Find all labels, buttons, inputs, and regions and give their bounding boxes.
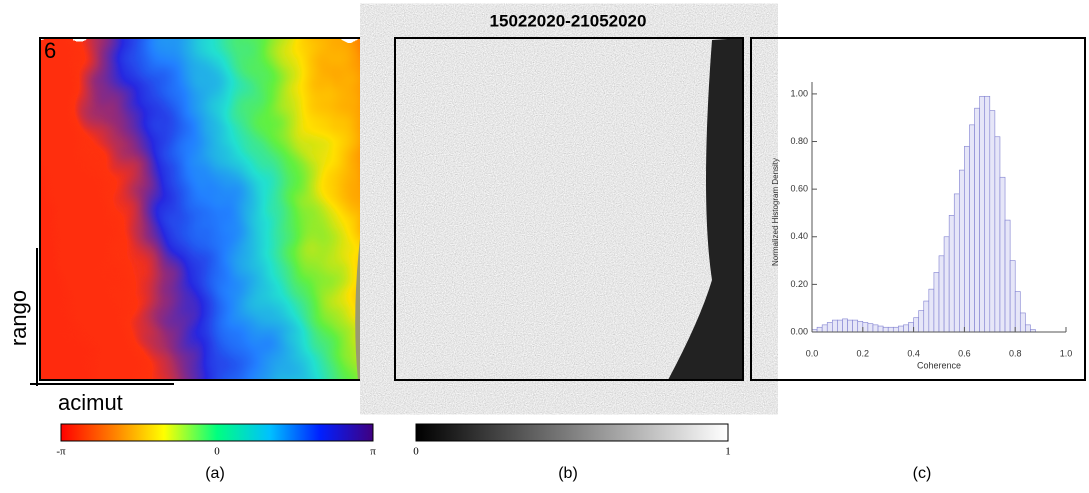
bar — [888, 327, 893, 332]
x-tick-label: 0.2 — [857, 348, 870, 358]
bar — [837, 320, 842, 332]
x-tick-label: 0.0 — [806, 348, 819, 358]
bar — [832, 320, 837, 332]
bar — [924, 301, 929, 332]
y-tick-label: 0.80 — [790, 136, 808, 146]
bar — [919, 311, 924, 332]
x-axis-label: Coherence — [917, 360, 961, 370]
bar — [954, 194, 959, 332]
x-tick-label: 0.8 — [1009, 348, 1022, 358]
bar — [848, 320, 853, 332]
y-tick-label: 0.00 — [790, 326, 808, 336]
colorbar-label: 0 — [413, 446, 419, 458]
bar — [985, 96, 990, 332]
bar — [980, 96, 985, 332]
bar — [853, 320, 858, 332]
bar — [959, 170, 964, 332]
bar — [873, 325, 878, 332]
phase-image — [0, 20, 450, 400]
bar — [990, 111, 995, 332]
y-tick-label: 1.00 — [790, 88, 808, 98]
figure-title: 15022020-21052020 — [490, 11, 647, 30]
bar — [929, 289, 934, 332]
colorbar-label: 0 — [214, 446, 220, 458]
bar — [893, 327, 898, 332]
colorbar-label: 1 — [725, 446, 731, 458]
bar — [1015, 292, 1020, 332]
bar — [909, 322, 914, 332]
phase-colorbar — [61, 424, 373, 441]
bar — [842, 319, 847, 332]
bar — [878, 326, 883, 332]
bar — [914, 318, 919, 332]
bar — [964, 146, 969, 332]
figure: 6 15022020-21052020 rango acimut -π 0 π … — [0, 0, 1089, 488]
bar — [934, 272, 939, 332]
bar — [939, 256, 944, 332]
azimuth-label: acimut — [58, 390, 123, 415]
bar — [975, 108, 980, 332]
x-tick-label: 0.6 — [958, 348, 971, 358]
bar — [868, 324, 873, 332]
bar — [903, 325, 908, 332]
bar — [1025, 325, 1030, 332]
panel-label: (c) — [913, 465, 932, 482]
bar — [863, 322, 868, 332]
bar — [944, 237, 949, 332]
y-tick-label: 0.60 — [790, 184, 808, 194]
bar — [1020, 313, 1025, 332]
x-tick-label: 1.0 — [1060, 348, 1073, 358]
panel-label: (a) — [205, 465, 225, 482]
bar — [949, 215, 954, 332]
bar — [1010, 261, 1015, 332]
bar — [822, 325, 827, 332]
bar — [1005, 220, 1010, 332]
bar — [827, 322, 832, 332]
bar — [1000, 177, 1005, 332]
colorbar-label: π — [370, 446, 376, 458]
bar — [883, 327, 888, 332]
bar — [969, 125, 974, 332]
panel-label: (b) — [558, 465, 578, 482]
y-tick-label: 0.20 — [790, 279, 808, 289]
range-label: rango — [6, 290, 31, 346]
bar — [858, 321, 863, 332]
panel-number: 6 — [44, 38, 56, 63]
bar — [898, 326, 903, 332]
bar — [995, 137, 1000, 332]
y-axis-label: Normalized Histogram Density — [771, 158, 780, 266]
bar — [817, 327, 822, 332]
coherence-colorbar — [416, 424, 728, 441]
coherence-image — [395, 38, 743, 380]
y-tick-label: 0.40 — [790, 231, 808, 241]
colorbar-label: -π — [56, 446, 66, 458]
x-tick-label: 0.4 — [907, 348, 920, 358]
